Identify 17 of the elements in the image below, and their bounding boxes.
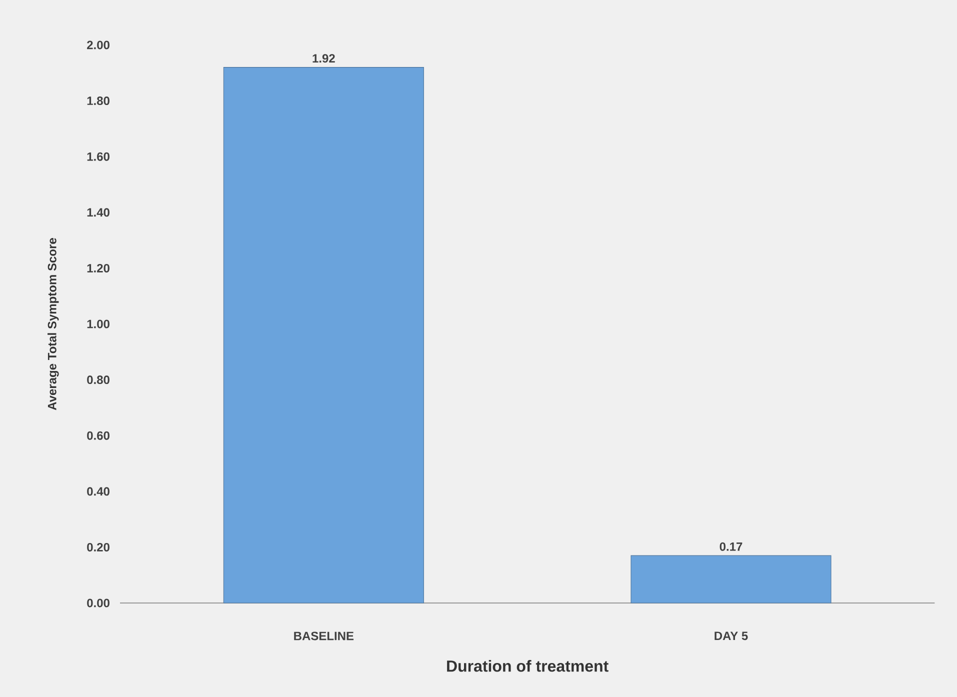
data-label: 0.17 bbox=[720, 542, 742, 551]
y-tick-label: 1.20 bbox=[87, 264, 110, 272]
x-tick-label: BASELINE bbox=[294, 632, 354, 640]
data-label: 1.92 bbox=[312, 54, 335, 63]
y-tick-label: 1.80 bbox=[87, 96, 110, 106]
x-tick-label: DAY 5 bbox=[714, 632, 748, 640]
y-tick-label: 0.20 bbox=[87, 542, 110, 552]
x-axis-title: Duration of treatment bbox=[447, 660, 608, 672]
y-tick-label: 0.60 bbox=[87, 431, 110, 440]
y-tick-label: 1.60 bbox=[87, 152, 110, 161]
y-tick-label: 0.00 bbox=[87, 598, 110, 608]
y-tick-label: 0.40 bbox=[87, 487, 110, 496]
y-tick-label: 1.40 bbox=[87, 208, 110, 217]
y-tick-label: 1.00 bbox=[87, 320, 110, 328]
y-tick-label: 2.00 bbox=[87, 40, 110, 50]
y-axis-title: Average Total Symptom Score bbox=[48, 238, 59, 410]
y-tick-label: 0.80 bbox=[87, 376, 110, 384]
